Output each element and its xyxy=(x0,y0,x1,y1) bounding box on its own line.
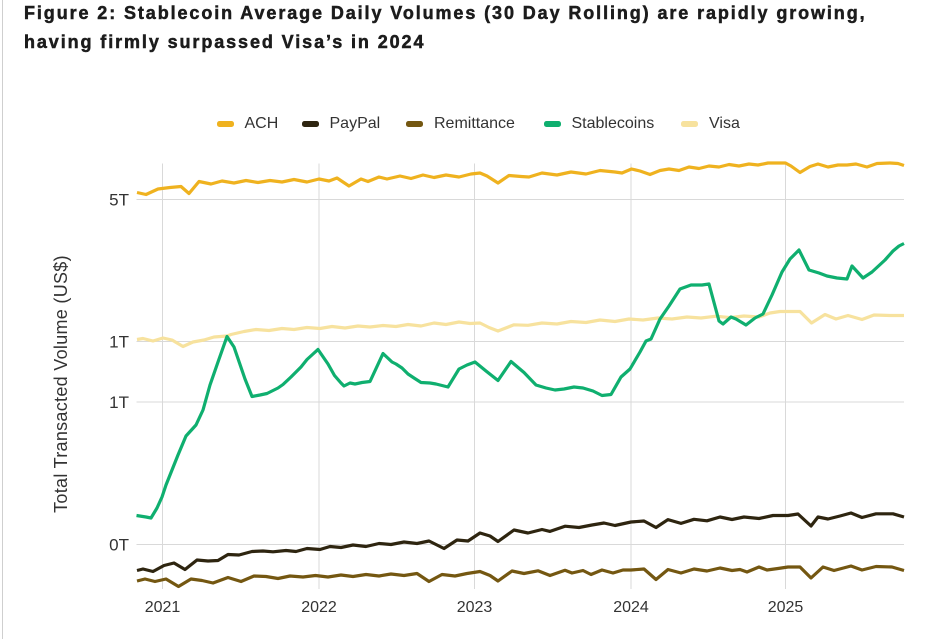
svg-text:2025: 2025 xyxy=(768,599,804,616)
svg-text:2023: 2023 xyxy=(457,599,493,616)
svg-text:0T: 0T xyxy=(109,536,129,555)
svg-text:2022: 2022 xyxy=(301,599,337,616)
svg-text:1T: 1T xyxy=(109,393,129,412)
svg-text:2024: 2024 xyxy=(613,599,649,616)
svg-text:Total Transacted Volume (US$): Total Transacted Volume (US$) xyxy=(51,255,71,513)
svg-text:2021: 2021 xyxy=(145,599,181,616)
svg-text:1T: 1T xyxy=(109,333,129,352)
svg-text:5T: 5T xyxy=(109,191,129,210)
